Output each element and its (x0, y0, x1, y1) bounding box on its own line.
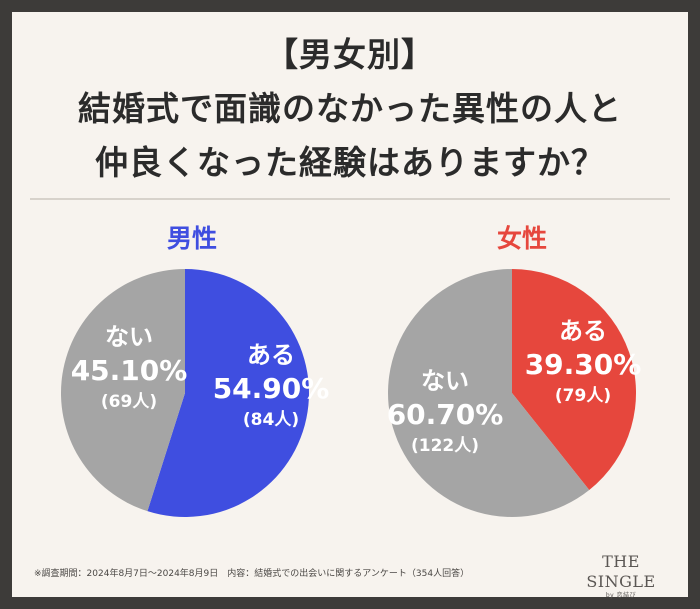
male-slice-no (60, 269, 185, 512)
female-yes-name: ある (559, 317, 607, 345)
male-no-count: (69人) (100, 392, 158, 412)
brand-logo: THE SINGLE by 恋結び (566, 552, 676, 600)
infographic-card: 【男女別】 結婚式で面識のなかった異性の人と 仲良くなった経験はありますか？ 男… (12, 12, 688, 600)
survey-note: ※調査期間：2024年8月7日～2024年8月9日 内容：結婚式での出会いに関す… (34, 569, 470, 579)
male-slice-yes (147, 269, 309, 517)
female-slice-no (388, 269, 590, 517)
title-line-2: 結婚式で面識のなかった異性の人と (78, 89, 622, 128)
male-yes-percent: 54.90% (212, 372, 330, 405)
title-line-1: 【男女別】 (265, 35, 435, 74)
male-yes-label: ある 54.90% (84人) (186, 340, 356, 432)
brand-name: THE SINGLE (586, 552, 656, 591)
male-yes-name: ある (247, 341, 295, 369)
pie-charts (60, 269, 637, 517)
female-yes-label: ある 39.30% (79人) (498, 316, 668, 408)
chart-title-female: 女性 (496, 224, 547, 253)
female-no-name: ない (421, 367, 469, 395)
male-no-label: ない 45.10% (69人) (44, 322, 214, 414)
chart-title-male: 男性 (166, 224, 217, 253)
male-no-percent: 45.10% (70, 354, 188, 387)
brand-sub: by 恋結び (605, 592, 637, 599)
female-slice-yes (512, 269, 637, 491)
title-line-3: 仲良くなった経験はありますか？ (95, 143, 605, 182)
female-yes-count: (79人) (554, 386, 612, 406)
male-yes-count: (84人) (242, 410, 300, 430)
female-no-label: ない 60.70% (122人) (360, 366, 530, 458)
female-no-percent: 60.70% (386, 398, 504, 431)
male-no-name: ない (105, 323, 153, 351)
female-no-count: (122人) (410, 436, 480, 456)
female-yes-percent: 39.30% (524, 348, 642, 381)
divider (30, 198, 670, 200)
